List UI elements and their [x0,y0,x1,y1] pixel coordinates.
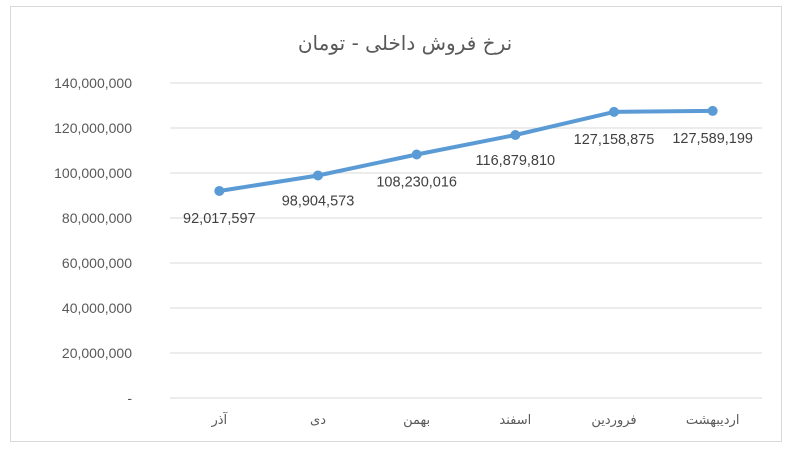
x-axis-tick-labels: آذر دی بهمن اسفند فروردین اردیبهشت [210,411,739,428]
data-label-layer: 92,017,597 98,904,573 108,230,016 116,879,8… [183,131,753,227]
y-tick-label: 140,000,000 [54,75,132,91]
data-label: 127,158,875 [574,132,655,148]
x-tick-label: بهمن [403,413,430,428]
x-tick-label: اسفند [499,413,531,428]
data-label: 116,879,810 [476,153,556,169]
y-tick-label: 20,000,000 [62,345,132,361]
y-axis-tick-labels: - 20,000,000 40,000,000 60,000,000 80,000,00… [54,75,132,406]
x-tick-label: آذر [210,411,228,428]
data-point [609,106,619,117]
series-line [217,108,715,193]
x-tick-label: دی [310,413,326,428]
data-point [411,149,422,160]
series-layer [214,105,718,196]
y-tick-label: 40,000,000 [62,300,132,316]
data-point [214,185,225,196]
chart-frame [10,6,782,442]
data-label: 108,230,016 [376,174,457,190]
y-tick-label: 80,000,000 [62,210,132,226]
data-point [510,130,521,141]
chart-title: نرخ فروش داخلی - تومان [298,31,512,55]
data-label: 127,589,199 [672,131,753,147]
x-tick-label: اردیبهشت [686,413,740,428]
data-point [313,170,323,181]
data-label: 98,904,573 [282,193,355,209]
y-tick-label: 100,000,000 [54,165,132,181]
x-tick-label: فروردین [591,413,636,428]
y-tick-label: 60,000,000 [62,255,132,271]
data-point [707,105,718,116]
y-tick-label: 120,000,000 [54,120,132,136]
y-tick-label: - [127,390,132,406]
data-label: 92,017,597 [183,211,256,227]
gridlines [170,82,762,399]
